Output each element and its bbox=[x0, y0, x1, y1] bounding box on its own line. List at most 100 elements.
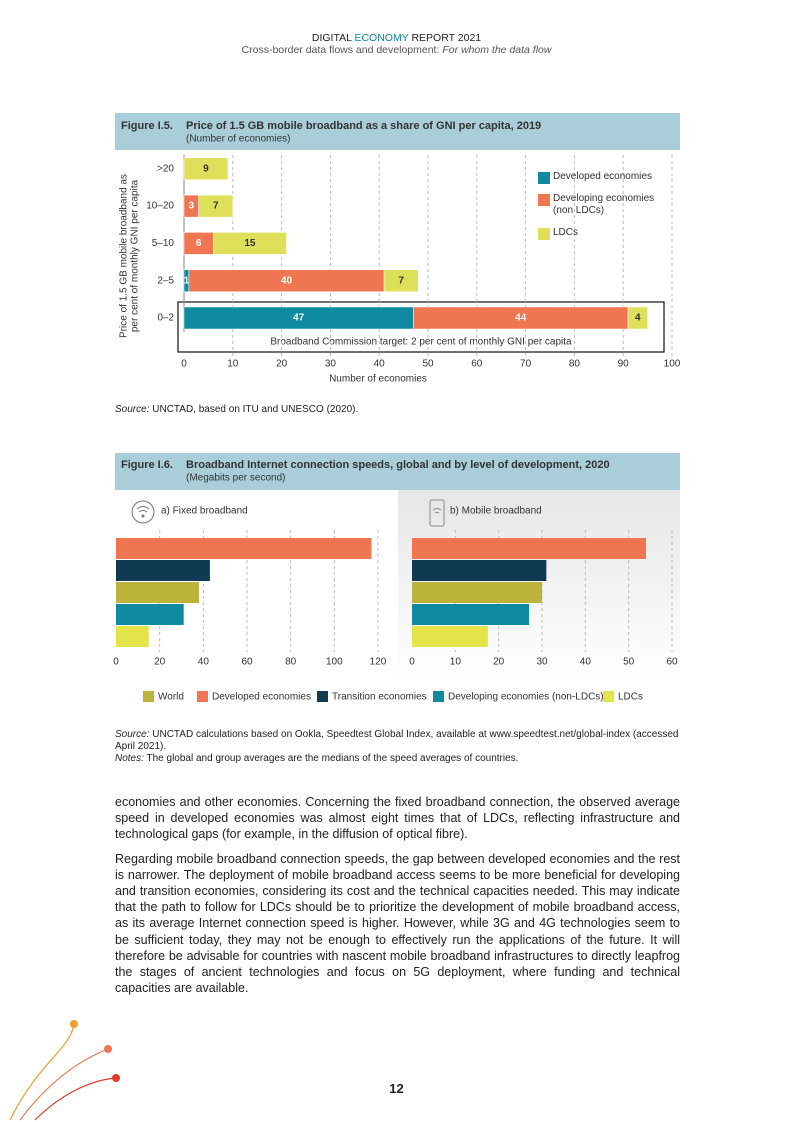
bar bbox=[116, 560, 210, 581]
decoration bbox=[9, 1020, 120, 1121]
y-tick-label: 0–2 bbox=[157, 313, 174, 324]
legend-swatch bbox=[197, 691, 208, 702]
x-tick-label: 0 bbox=[181, 359, 187, 370]
figure-title: Broadband Internet connection speeds, gl… bbox=[186, 459, 610, 471]
figure-header bbox=[115, 113, 680, 150]
x-tick-label: 30 bbox=[325, 359, 337, 370]
data-label: 40 bbox=[281, 275, 293, 286]
header-title: ECONOMY bbox=[354, 32, 409, 44]
bar bbox=[412, 604, 529, 625]
source-label: Source: bbox=[115, 729, 150, 740]
x-tick-label: 100 bbox=[664, 359, 681, 370]
source-label: Source: bbox=[115, 404, 150, 415]
x-tick-label: 10 bbox=[227, 359, 239, 370]
legend-swatch bbox=[433, 691, 444, 702]
header-title: REPORT 2021 bbox=[411, 32, 482, 44]
source-text: UNCTAD calculations based on Ookla, Spee… bbox=[115, 729, 679, 752]
y-axis-label: Price of 1.5 GB mobile broadband as bbox=[119, 174, 130, 338]
legend-label: LDCs bbox=[553, 227, 579, 238]
legend-label: Transition economies bbox=[332, 692, 427, 703]
x-tick-label: 40 bbox=[374, 359, 386, 370]
header-subtitle: For whom the data flow bbox=[442, 44, 552, 56]
legend-swatch bbox=[538, 172, 550, 184]
x-tick-label: 80 bbox=[569, 359, 581, 370]
x-axis-label: Number of economies bbox=[329, 374, 427, 385]
wifi-icon bbox=[131, 500, 155, 524]
legend-swatch bbox=[538, 228, 550, 240]
x-tick-label: 50 bbox=[422, 359, 434, 370]
x-tick-label: 10 bbox=[450, 657, 462, 668]
bar-segment bbox=[383, 269, 419, 292]
x-tick-label: 100 bbox=[326, 657, 343, 668]
legend-item: Developed economies bbox=[553, 171, 652, 182]
data-label: 15 bbox=[244, 238, 256, 249]
panel-title: b) Mobile broadband bbox=[450, 506, 542, 517]
data-label: 3 bbox=[189, 201, 195, 212]
y-axis-label: per cent of monthly GNI per capita bbox=[130, 179, 141, 332]
y-tick-label: 2–5 bbox=[157, 275, 174, 286]
x-tick-label: 80 bbox=[285, 657, 297, 668]
x-tick-label: 20 bbox=[154, 657, 166, 668]
legend-swatch bbox=[143, 691, 154, 702]
x-tick-label: 40 bbox=[198, 657, 210, 668]
data-label: 7 bbox=[398, 275, 404, 286]
bar-segment bbox=[627, 306, 648, 330]
legend-label: Developing economies (non-LDCs) bbox=[448, 692, 604, 703]
bar-segment bbox=[213, 232, 287, 255]
x-tick-label: 70 bbox=[520, 359, 532, 370]
legend-swatch bbox=[603, 691, 614, 702]
bar bbox=[116, 626, 149, 647]
header-title: DIGITAL bbox=[311, 32, 352, 44]
figure-subtitle: (Megabits per second) bbox=[186, 473, 286, 484]
bar bbox=[412, 582, 542, 603]
x-tick-label: 0 bbox=[113, 657, 119, 668]
legend-swatch bbox=[538, 194, 550, 206]
annotation: Broadband Commission target: 2 per cent … bbox=[270, 337, 572, 348]
figure-label: Figure I.6. bbox=[121, 459, 173, 471]
figure-subtitle: (Number of economies) bbox=[186, 134, 290, 145]
legend-label: Developed economies bbox=[553, 171, 652, 182]
x-tick-label: 120 bbox=[370, 657, 387, 668]
legend-item: LDCs bbox=[553, 227, 579, 238]
x-tick-label: 20 bbox=[493, 657, 505, 668]
bar bbox=[412, 560, 547, 581]
legend-swatch bbox=[317, 691, 328, 702]
figure-title: Price of 1.5 GB mobile broadband as a sh… bbox=[186, 120, 541, 132]
x-tick-label: 20 bbox=[276, 359, 288, 370]
data-label: 47 bbox=[293, 313, 305, 324]
bar bbox=[116, 538, 372, 559]
data-label: 1 bbox=[184, 275, 190, 286]
data-label: 6 bbox=[196, 238, 202, 249]
paragraph: Regarding mobile broadband connection sp… bbox=[115, 851, 680, 996]
paragraph: economies and other economies. Concernin… bbox=[115, 795, 680, 842]
legend-label: LDCs bbox=[618, 692, 643, 703]
bar bbox=[116, 582, 199, 603]
notes-text: The global and group averages are the me… bbox=[146, 753, 519, 764]
source-text: UNCTAD, based on ITU and UNESCO (2020). bbox=[152, 404, 359, 415]
source: Source: UNCTAD, based on ITU and UNESCO … bbox=[115, 404, 680, 416]
header-subtitle: Cross-border data flows and development: bbox=[241, 44, 440, 56]
bar-segment bbox=[198, 194, 234, 218]
bar bbox=[116, 604, 184, 625]
y-tick-label: 10–20 bbox=[146, 201, 174, 212]
source: Source: UNCTAD calculations based on Ook… bbox=[115, 729, 680, 765]
panel-title: a) Fixed broadband bbox=[161, 506, 248, 517]
legend-label: Developing economies (non LDCs) bbox=[553, 193, 655, 216]
bar bbox=[412, 626, 488, 647]
data-label: 7 bbox=[213, 201, 219, 212]
x-tick-label: 30 bbox=[536, 657, 548, 668]
header: DIGITAL ECONOMY REPORT 2021 Cross-border… bbox=[0, 32, 793, 56]
x-tick-label: 60 bbox=[471, 359, 483, 370]
notes-label: Notes: bbox=[115, 753, 144, 764]
x-tick-label: 90 bbox=[618, 359, 630, 370]
x-tick-label: 40 bbox=[580, 657, 592, 668]
y-tick-label: 5–10 bbox=[152, 238, 175, 249]
phone-icon bbox=[429, 499, 445, 527]
legend-label: Developed economies bbox=[212, 692, 311, 703]
x-tick-label: 0 bbox=[409, 657, 415, 668]
x-tick-label: 50 bbox=[623, 657, 635, 668]
body-text: economies and other economies. Concernin… bbox=[115, 794, 680, 1004]
data-label: 9 bbox=[203, 163, 209, 174]
data-label: 4 bbox=[635, 313, 641, 324]
